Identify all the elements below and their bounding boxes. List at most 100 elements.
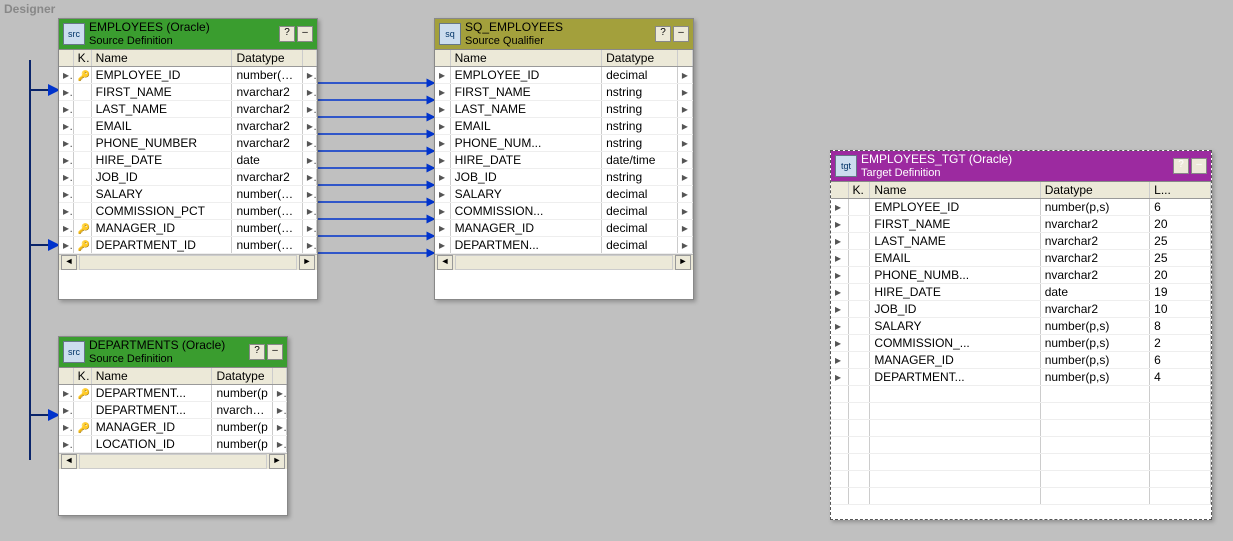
table-row[interactable]: ▸FIRST_NAMEnvarchar2▸: [59, 84, 317, 101]
titlebar[interactable]: src DEPARTMENTS (Oracle) Source Definiti…: [59, 337, 287, 368]
panel-sq-employees[interactable]: sq SQ_EMPLOYEES Source Qualifier ? – Nam…: [434, 18, 694, 300]
titlebar[interactable]: sq SQ_EMPLOYEES Source Qualifier ? –: [435, 19, 693, 50]
key-cell: [73, 152, 91, 169]
sq-grid[interactable]: NameDatatype▸EMPLOYEE_IDdecimal▸▸FIRST_N…: [435, 50, 693, 254]
key-cell: [73, 402, 91, 419]
table-row[interactable]: ▸COMMISSION_...number(p,s)2: [831, 335, 1211, 352]
table-row[interactable]: ▸HIRE_DATEdate▸: [59, 152, 317, 169]
table-row[interactable]: ▸LAST_NAMEnstring▸: [435, 101, 693, 118]
table-row[interactable]: ▸DEPARTMENT...nvarchar2▸: [59, 402, 287, 419]
target-icon: tgt: [835, 155, 857, 177]
minimize-button[interactable]: –: [1191, 158, 1207, 174]
datatype-cell: number(p: [212, 419, 272, 436]
table-row[interactable]: ▸FIRST_NAMEnvarchar220: [831, 216, 1211, 233]
table-row[interactable]: ▸HIRE_DATEdate19: [831, 284, 1211, 301]
datatype-cell: nstring: [602, 135, 678, 152]
table-row[interactable]: ▸🔑MANAGER_IDnumber(p▸: [59, 419, 287, 436]
length-cell: 8: [1150, 318, 1211, 335]
table-row[interactable]: ▸LOCATION_IDnumber(p▸: [59, 436, 287, 453]
hscrollbar[interactable]: ◄ ►: [59, 453, 287, 469]
departments-grid[interactable]: K.NameDatatype▸🔑DEPARTMENT...number(p▸▸D…: [59, 368, 287, 453]
table-row[interactable]: ▸LAST_NAMEnvarchar2▸: [59, 101, 317, 118]
table-row[interactable]: ▸JOB_IDnvarchar210: [831, 301, 1211, 318]
minimize-button[interactable]: –: [297, 26, 313, 42]
key-cell: [848, 216, 870, 233]
table-row[interactable]: ▸PHONE_NUMB...nvarchar220: [831, 267, 1211, 284]
table-row[interactable]: ▸🔑MANAGER_IDnumber(p,s)▸: [59, 220, 317, 237]
row-arrow-icon: ▸: [831, 250, 848, 267]
table-row[interactable]: ▸PHONE_NUM...nstring▸: [435, 135, 693, 152]
table-row[interactable]: ▸EMPLOYEE_IDdecimal▸: [435, 67, 693, 84]
panel-employees-source[interactable]: src EMPLOYEES (Oracle) Source Definition…: [58, 18, 318, 300]
table-row[interactable]: ▸EMAILnvarchar225: [831, 250, 1211, 267]
table-row[interactable]: ▸EMPLOYEE_IDnumber(p,s)6: [831, 199, 1211, 216]
row-arrow-icon: ▸: [831, 233, 848, 250]
table-row[interactable]: ▸🔑DEPARTMENT...number(p▸: [59, 385, 287, 402]
help-button[interactable]: ?: [1173, 158, 1189, 174]
table-row[interactable]: ▸EMAILnstring▸: [435, 118, 693, 135]
table-row[interactable]: ▸COMMISSION...decimal▸: [435, 203, 693, 220]
table-row[interactable]: ▸SALARYnumber(p,s)8: [831, 318, 1211, 335]
scroll-left-button[interactable]: ◄: [437, 255, 453, 270]
row-arrow-icon: ▸: [831, 369, 848, 386]
scroll-track[interactable]: [79, 454, 267, 469]
name-cell: EMPLOYEE_ID: [450, 67, 601, 84]
scroll-left-button[interactable]: ◄: [61, 454, 77, 469]
name-cell: HIRE_DATE: [91, 152, 232, 169]
table-row[interactable]: ▸LAST_NAMEnvarchar225: [831, 233, 1211, 250]
panel-employees-target[interactable]: tgt EMPLOYEES_TGT (Oracle) Target Defini…: [830, 150, 1212, 520]
key-icon: 🔑: [78, 238, 92, 252]
table-row[interactable]: ▸JOB_IDnstring▸: [435, 169, 693, 186]
table-row[interactable]: ▸SALARYnumber(p,s)▸: [59, 186, 317, 203]
source-icon: src: [63, 341, 85, 363]
scroll-track[interactable]: [79, 255, 297, 270]
help-button[interactable]: ?: [279, 26, 295, 42]
minimize-button[interactable]: –: [267, 344, 283, 360]
row-arrow-icon: ▸: [59, 402, 73, 419]
scroll-right-button[interactable]: ►: [269, 454, 285, 469]
table-row[interactable]: ▸🔑DEPARTMENT_IDnumber(p,s)▸: [59, 237, 317, 254]
name-cell: JOB_ID: [450, 169, 601, 186]
hscrollbar[interactable]: ◄ ►: [59, 254, 317, 270]
scroll-track[interactable]: [455, 255, 673, 270]
table-row[interactable]: ▸FIRST_NAMEnstring▸: [435, 84, 693, 101]
minimize-button[interactable]: –: [673, 26, 689, 42]
table-row[interactable]: ▸MANAGER_IDnumber(p,s)6: [831, 352, 1211, 369]
table-row[interactable]: ▸HIRE_DATEdate/time▸: [435, 152, 693, 169]
help-button[interactable]: ?: [655, 26, 671, 42]
table-row[interactable]: ▸🔑EMPLOYEE_IDnumber(p,s)▸: [59, 67, 317, 84]
row-arrow-icon: ▸: [59, 84, 73, 101]
datatype-cell: nvarchar2: [232, 135, 302, 152]
titlebar[interactable]: src EMPLOYEES (Oracle) Source Definition…: [59, 19, 317, 50]
help-button[interactable]: ?: [249, 344, 265, 360]
table-row[interactable]: ▸EMAILnvarchar2▸: [59, 118, 317, 135]
target-grid[interactable]: K.NameDatatypeL...▸EMPLOYEE_IDnumber(p,s…: [831, 182, 1211, 505]
table-row[interactable]: ▸JOB_IDnvarchar2▸: [59, 169, 317, 186]
employees-grid[interactable]: K.NameDatatype▸🔑EMPLOYEE_IDnumber(p,s)▸▸…: [59, 50, 317, 254]
scroll-left-button[interactable]: ◄: [61, 255, 77, 270]
name-cell: EMAIL: [91, 118, 232, 135]
table-row[interactable]: ▸DEPARTMEN...decimal▸: [435, 237, 693, 254]
table-row: [831, 471, 1211, 488]
datatype-cell: number(p,s): [232, 237, 302, 254]
row-arrow-icon: ▸: [831, 284, 848, 301]
scroll-right-button[interactable]: ►: [675, 255, 691, 270]
row-arrow-icon: ▸: [435, 101, 450, 118]
table-row[interactable]: ▸COMMISSION_PCTnumber(p,s)▸: [59, 203, 317, 220]
table-row[interactable]: ▸SALARYdecimal▸: [435, 186, 693, 203]
titlebar[interactable]: tgt EMPLOYEES_TGT (Oracle) Target Defini…: [831, 151, 1211, 182]
table-row[interactable]: ▸PHONE_NUMBERnvarchar2▸: [59, 135, 317, 152]
panel-departments-source[interactable]: src DEPARTMENTS (Oracle) Source Definiti…: [58, 336, 288, 516]
name-cell: MANAGER_ID: [91, 220, 232, 237]
key-cell: [848, 318, 870, 335]
name-cell: DEPARTMENT...: [870, 369, 1040, 386]
table-row[interactable]: ▸DEPARTMENT...number(p,s)4: [831, 369, 1211, 386]
key-icon: 🔑: [78, 420, 92, 434]
port-icon: ▸: [677, 237, 692, 254]
length-cell: 6: [1150, 352, 1211, 369]
table-row[interactable]: ▸MANAGER_IDdecimal▸: [435, 220, 693, 237]
key-cell: [848, 335, 870, 352]
hscrollbar[interactable]: ◄ ►: [435, 254, 693, 270]
scroll-right-button[interactable]: ►: [299, 255, 315, 270]
key-cell: [848, 369, 870, 386]
